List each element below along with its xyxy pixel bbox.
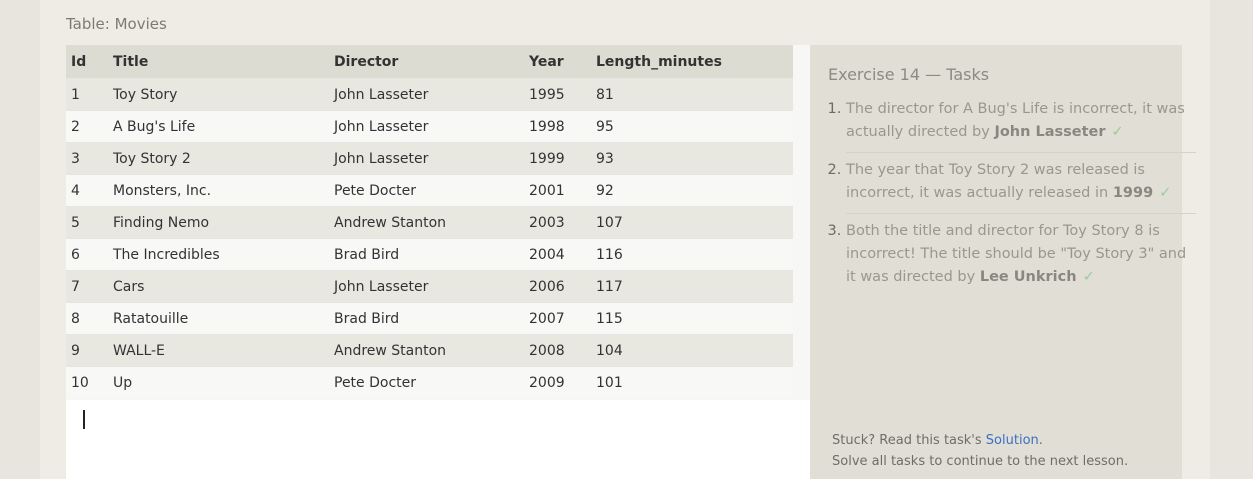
table-cell: 93 xyxy=(591,142,793,175)
solution-link[interactable]: Solution xyxy=(985,433,1039,448)
table-cell: 6 xyxy=(66,238,108,271)
task-highlight: John Lasseter xyxy=(994,124,1106,140)
table-cell: Brad Bird xyxy=(329,238,524,271)
table-cell: John Lasseter xyxy=(329,142,524,175)
table-cell: John Lasseter xyxy=(329,270,524,303)
table-cell: John Lasseter xyxy=(329,110,524,143)
table-cell: 3 xyxy=(66,142,108,175)
table-cell: Andrew Stanton xyxy=(329,334,524,367)
table-cell: 101 xyxy=(591,366,793,398)
table-cell: 4 xyxy=(66,174,108,207)
stuck-suffix: . xyxy=(1038,433,1043,448)
continue-text: Solve all tasks to continue to the next … xyxy=(832,454,1129,469)
check-icon: ✓ xyxy=(1082,269,1095,285)
table-row: 4 Monsters, Inc. Pete Docter 2001 92 xyxy=(66,174,793,207)
column-header: Year xyxy=(524,45,591,79)
task-text: The year that Toy Story 2 was released i… xyxy=(846,162,1145,201)
table-cell: 8 xyxy=(66,302,108,335)
table-cell: 9 xyxy=(66,334,108,367)
check-icon: ✓ xyxy=(1111,124,1124,140)
table-caption: Table: Movies xyxy=(66,15,167,33)
table-cell: Pete Docter xyxy=(329,366,524,398)
table-cell: 2007 xyxy=(524,302,591,335)
table-cell: 5 xyxy=(66,206,108,239)
table-cell: 104 xyxy=(591,334,793,367)
table-row: 3 Toy Story 2 John Lasseter 1999 93 xyxy=(66,142,793,175)
column-header: Title xyxy=(108,45,329,79)
task-highlight: 1999 xyxy=(1112,185,1154,201)
table-cell: 117 xyxy=(591,270,793,303)
tasks-title: Exercise 14 — Tasks xyxy=(828,65,990,84)
table-cell: 2 xyxy=(66,110,108,143)
table-cell: 1999 xyxy=(524,142,591,175)
text-caret xyxy=(83,410,85,429)
table-row: 9 WALL-E Andrew Stanton 2008 104 xyxy=(66,334,793,367)
table-cell: 1998 xyxy=(524,110,591,143)
stuck-text: Stuck? Read this task's xyxy=(832,433,986,448)
table-cell: 2001 xyxy=(524,174,591,207)
table-cell: John Lasseter xyxy=(329,78,524,111)
table-cell: WALL-E xyxy=(108,334,329,367)
table-cell: Brad Bird xyxy=(329,302,524,335)
table-cell: 115 xyxy=(591,302,793,335)
table-cell: 81 xyxy=(591,78,793,111)
column-header: Director xyxy=(329,45,524,79)
task-item: The year that Toy Story 2 was released i… xyxy=(846,159,1196,214)
table-cell: A Bug's Life xyxy=(108,110,329,143)
table-row: 6 The Incredibles Brad Bird 2004 116 xyxy=(66,238,793,271)
stuck-line: Stuck? Read this task's Solution. xyxy=(832,430,1128,451)
task-text: The director for A Bug's Life is incorre… xyxy=(846,101,1185,140)
table-cell: 95 xyxy=(591,110,793,143)
table-cell: Cars xyxy=(108,270,329,303)
table-cell: Ratatouille xyxy=(108,302,329,335)
table-cell: Monsters, Inc. xyxy=(108,174,329,207)
table-cell: Toy Story 2 xyxy=(108,142,329,175)
table-header-row: Id Title Director Year Length_minutes xyxy=(66,45,793,79)
table-row: 10 Up Pete Docter 2009 101 xyxy=(66,366,793,398)
table-cell: 2006 xyxy=(524,270,591,303)
table-row: 1 Toy Story John Lasseter 1995 81 xyxy=(66,78,793,111)
table-cell: Pete Docter xyxy=(329,174,524,207)
table-cell: 116 xyxy=(591,238,793,271)
column-header: Id xyxy=(66,45,108,79)
table-cell: 2003 xyxy=(524,206,591,239)
check-icon: ✓ xyxy=(1159,185,1172,201)
table-cell: Toy Story xyxy=(108,78,329,111)
lesson-card: Table: Movies Id Title Director Year Len… xyxy=(40,0,1210,479)
table-cell: 2004 xyxy=(524,238,591,271)
table-cell: 1995 xyxy=(524,78,591,111)
table-cell: 2009 xyxy=(524,366,591,398)
tasks-panel: Exercise 14 — Tasks The director for A B… xyxy=(810,45,1196,479)
task-item: Both the title and director for Toy Stor… xyxy=(846,220,1196,297)
table-cell: 92 xyxy=(591,174,793,207)
tasks-footer: Stuck? Read this task's Solution. Solve … xyxy=(832,430,1128,472)
column-header: Length_minutes xyxy=(591,45,793,79)
table-cell: Andrew Stanton xyxy=(329,206,524,239)
table-cell: Finding Nemo xyxy=(108,206,329,239)
task-text: Both the title and director for Toy Stor… xyxy=(846,223,1187,285)
table-row: 7 Cars John Lasseter 2006 117 xyxy=(66,270,793,303)
table-cell: 1 xyxy=(66,78,108,111)
table-row: 8 Ratatouille Brad Bird 2007 115 xyxy=(66,302,793,335)
table-cell: 7 xyxy=(66,270,108,303)
sql-editor[interactable] xyxy=(66,400,810,479)
table-row: 5 Finding Nemo Andrew Stanton 2003 107 xyxy=(66,206,793,239)
task-item: The director for A Bug's Life is incorre… xyxy=(846,98,1196,153)
task-highlight: Lee Unkrich xyxy=(979,269,1077,285)
table-cell: 2008 xyxy=(524,334,591,367)
task-list: The director for A Bug's Life is incorre… xyxy=(828,98,1196,303)
table-cell: Up xyxy=(108,366,329,398)
table-cell: The Incredibles xyxy=(108,238,329,271)
table-cell: 107 xyxy=(591,206,793,239)
table-cell: 10 xyxy=(66,366,108,398)
